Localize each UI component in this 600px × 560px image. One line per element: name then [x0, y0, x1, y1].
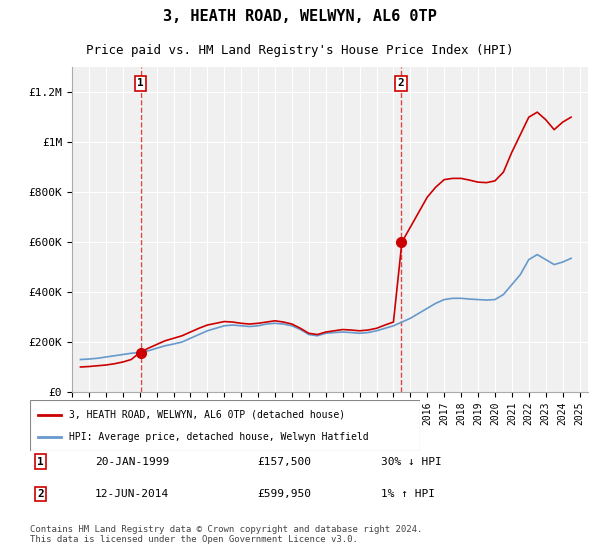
- Text: Price paid vs. HM Land Registry's House Price Index (HPI): Price paid vs. HM Land Registry's House …: [86, 44, 514, 57]
- Text: 30% ↓ HPI: 30% ↓ HPI: [381, 456, 442, 466]
- Text: 20-JAN-1999: 20-JAN-1999: [95, 456, 169, 466]
- Text: 2: 2: [37, 489, 44, 499]
- Text: 2: 2: [398, 78, 404, 88]
- Text: £157,500: £157,500: [257, 456, 311, 466]
- Text: HPI: Average price, detached house, Welwyn Hatfield: HPI: Average price, detached house, Welw…: [69, 432, 368, 442]
- Text: £599,950: £599,950: [257, 489, 311, 499]
- Text: 3, HEATH ROAD, WELWYN, AL6 0TP: 3, HEATH ROAD, WELWYN, AL6 0TP: [163, 10, 437, 24]
- Text: 1: 1: [37, 456, 44, 466]
- Text: 12-JUN-2014: 12-JUN-2014: [95, 489, 169, 499]
- FancyBboxPatch shape: [30, 400, 420, 451]
- Text: 3, HEATH ROAD, WELWYN, AL6 0TP (detached house): 3, HEATH ROAD, WELWYN, AL6 0TP (detached…: [69, 409, 345, 419]
- Text: 1% ↑ HPI: 1% ↑ HPI: [381, 489, 435, 499]
- Text: Contains HM Land Registry data © Crown copyright and database right 2024.
This d: Contains HM Land Registry data © Crown c…: [30, 525, 422, 544]
- Text: 1: 1: [137, 78, 144, 88]
